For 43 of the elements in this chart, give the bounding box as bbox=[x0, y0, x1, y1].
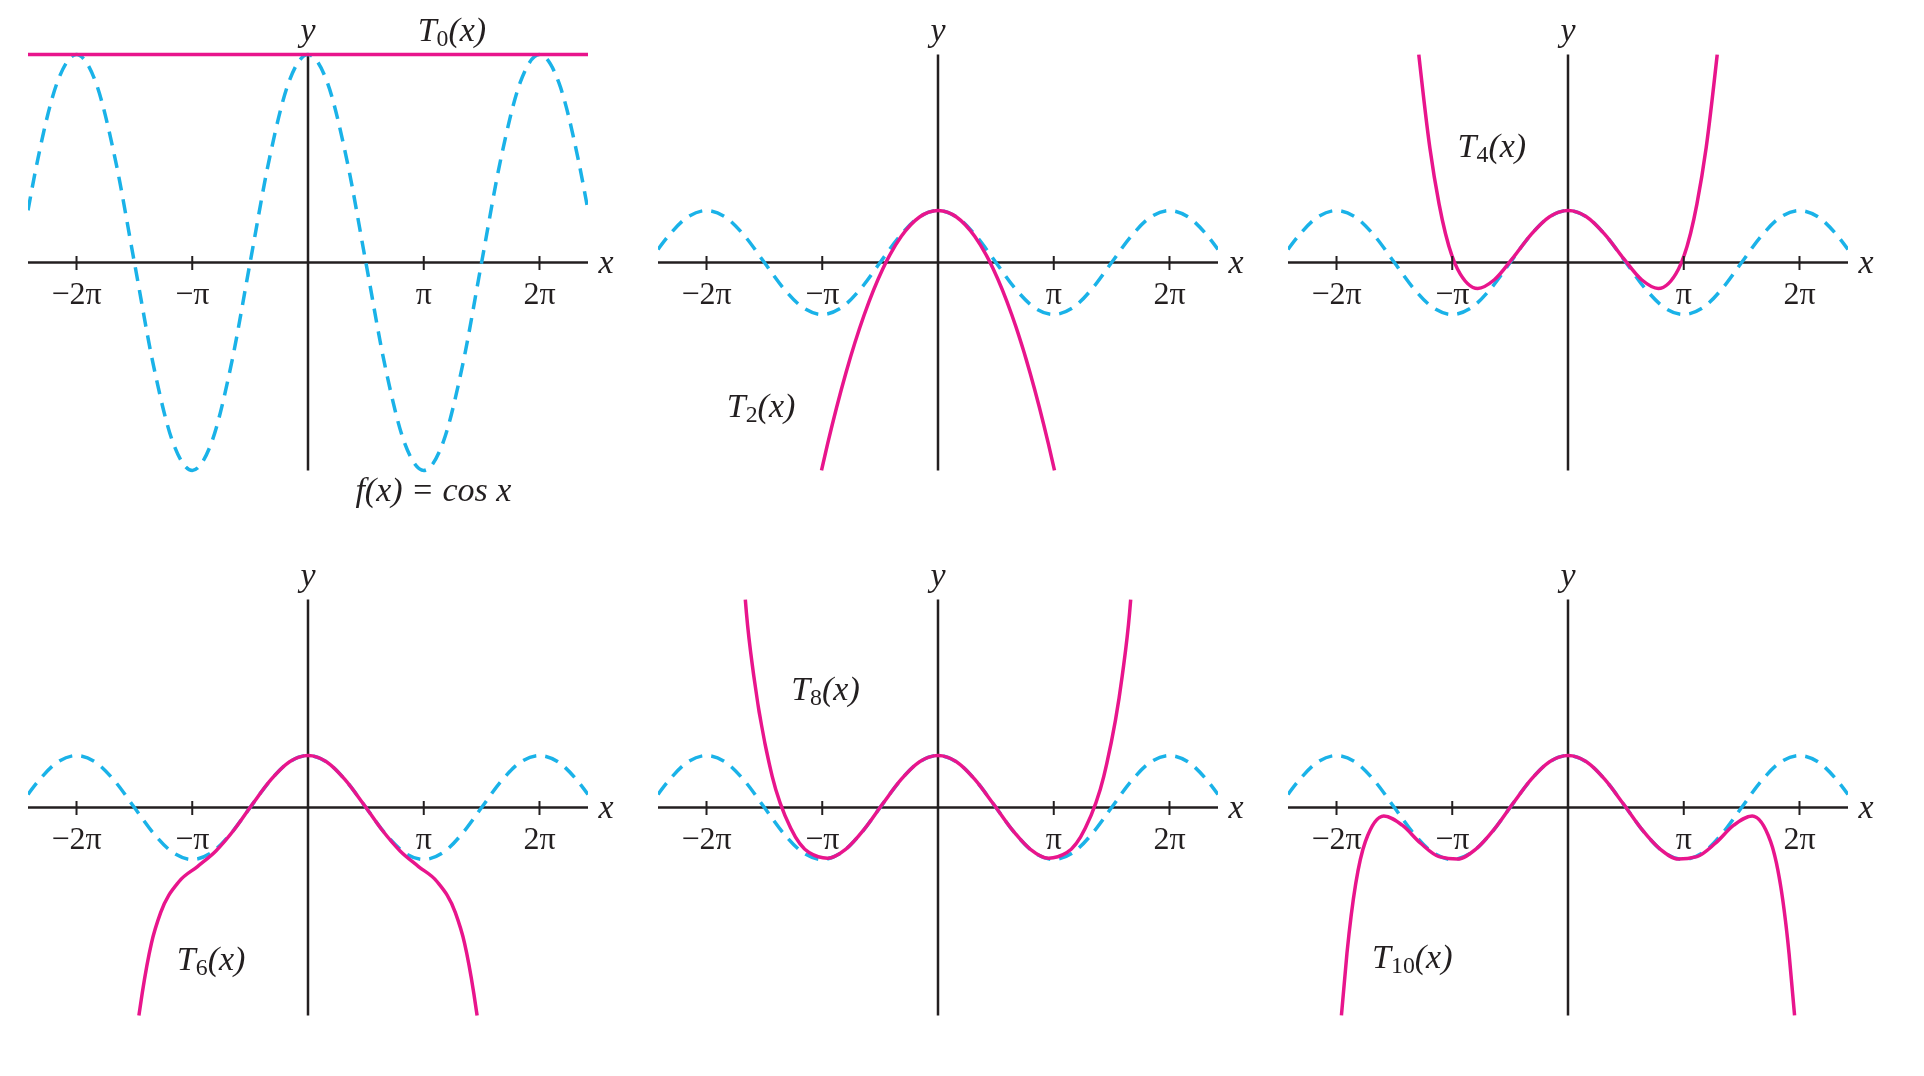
x-tick-label: −2π bbox=[51, 275, 102, 312]
y-axis-title: y bbox=[1557, 555, 1577, 593]
x-axis-title: x bbox=[1857, 242, 1874, 280]
x-tick-label: π bbox=[1675, 275, 1692, 312]
x-tick-label: −2π bbox=[51, 820, 102, 857]
x-tick-label: −2π bbox=[1311, 275, 1362, 312]
y-axis-title: y bbox=[297, 10, 317, 48]
x-axis-title: x bbox=[597, 242, 614, 280]
x-axis-title: x bbox=[1857, 787, 1874, 825]
y-axis-title: y bbox=[927, 555, 947, 593]
x-tick-label: π bbox=[1045, 275, 1062, 312]
x-axis-title: x bbox=[597, 787, 614, 825]
annotation: T$_{4}$(x) bbox=[1457, 126, 1527, 167]
x-tick-label: 2π bbox=[523, 820, 556, 857]
x-tick-label: −2π bbox=[681, 820, 732, 857]
text: f(x) = cos x bbox=[355, 470, 512, 509]
x-tick-label: −π bbox=[1435, 820, 1470, 857]
x-tick-label: 2π bbox=[1783, 820, 1816, 857]
x-tick-label: 2π bbox=[1783, 275, 1816, 312]
x-tick-label: 2π bbox=[1153, 275, 1186, 312]
x-tick-label: 2π bbox=[523, 275, 556, 312]
annotation: T$_{2}$(x) bbox=[726, 386, 796, 427]
x-tick-label: −π bbox=[805, 820, 840, 857]
x-tick-label: 2π bbox=[1153, 820, 1186, 857]
x-tick-label: −π bbox=[1435, 275, 1470, 312]
annotation: T$_{8}$(x) bbox=[791, 669, 860, 710]
x-tick-label: π bbox=[1045, 820, 1062, 857]
x-tick-label: −2π bbox=[1311, 820, 1362, 857]
x-axis-title: x bbox=[1227, 787, 1244, 825]
x-tick-label: −2π bbox=[681, 275, 732, 312]
y-axis-title: y bbox=[297, 555, 317, 593]
x-tick-label: π bbox=[415, 275, 432, 312]
y-axis-title: y bbox=[1557, 10, 1577, 48]
x-tick-label: π bbox=[415, 820, 432, 857]
annotation: T$_{10}$(x) bbox=[1372, 937, 1453, 978]
x-tick-label: −π bbox=[805, 275, 840, 312]
text: T$_{0}$(x) bbox=[417, 10, 487, 51]
annotation: T$_{6}$(x) bbox=[176, 939, 246, 980]
x-tick-label: −π bbox=[175, 275, 210, 312]
x-tick-label: −π bbox=[175, 820, 210, 857]
y-axis-title: y bbox=[927, 10, 947, 48]
x-axis-title: x bbox=[1227, 242, 1244, 280]
x-tick-label: π bbox=[1675, 820, 1692, 857]
